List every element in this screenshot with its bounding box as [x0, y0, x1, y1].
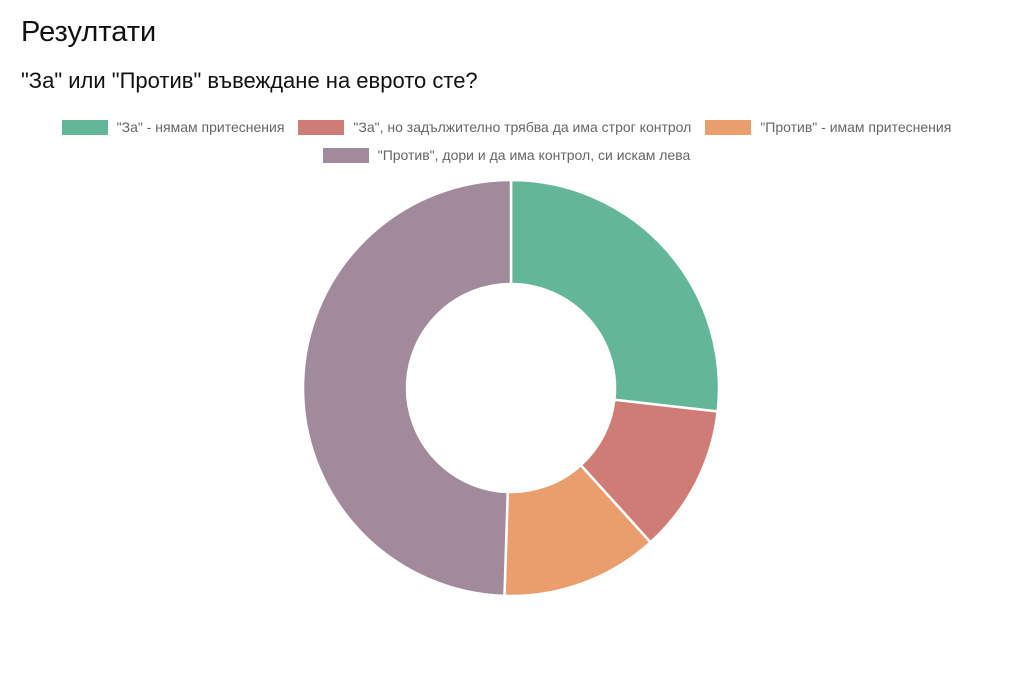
legend-swatch [298, 119, 345, 135]
legend-swatch [322, 147, 369, 163]
legend-label: "Против" - имам притеснения [760, 119, 952, 135]
legend-label: "Против", дори и да има контрол, си иска… [377, 147, 691, 163]
legend-item[interactable]: "За" - нямам притеснения [61, 118, 285, 136]
chart-slices [301, 178, 721, 598]
legend-swatch [705, 119, 752, 135]
legend-item[interactable]: "За", но задължително трябва да има стро… [298, 118, 691, 136]
doughnut-slice[interactable] [301, 178, 513, 598]
page-title: Резултати [21, 16, 157, 48]
legend-item[interactable]: "Против", дори и да има контрол, си иска… [0, 146, 1013, 164]
legend-item[interactable]: "Против" - имам притеснения [705, 118, 951, 136]
legend-label: "За" - нямам притеснения [116, 119, 285, 135]
doughnut-slice[interactable] [509, 178, 721, 413]
chart-question: "За" или "Против" въвеждане на еврото ст… [21, 68, 478, 93]
legend-swatch [61, 119, 108, 135]
chart-legend: "За" - нямам притеснения "За", но задълж… [0, 118, 1013, 164]
legend-label: "За", но задължително трябва да има стро… [353, 119, 692, 135]
